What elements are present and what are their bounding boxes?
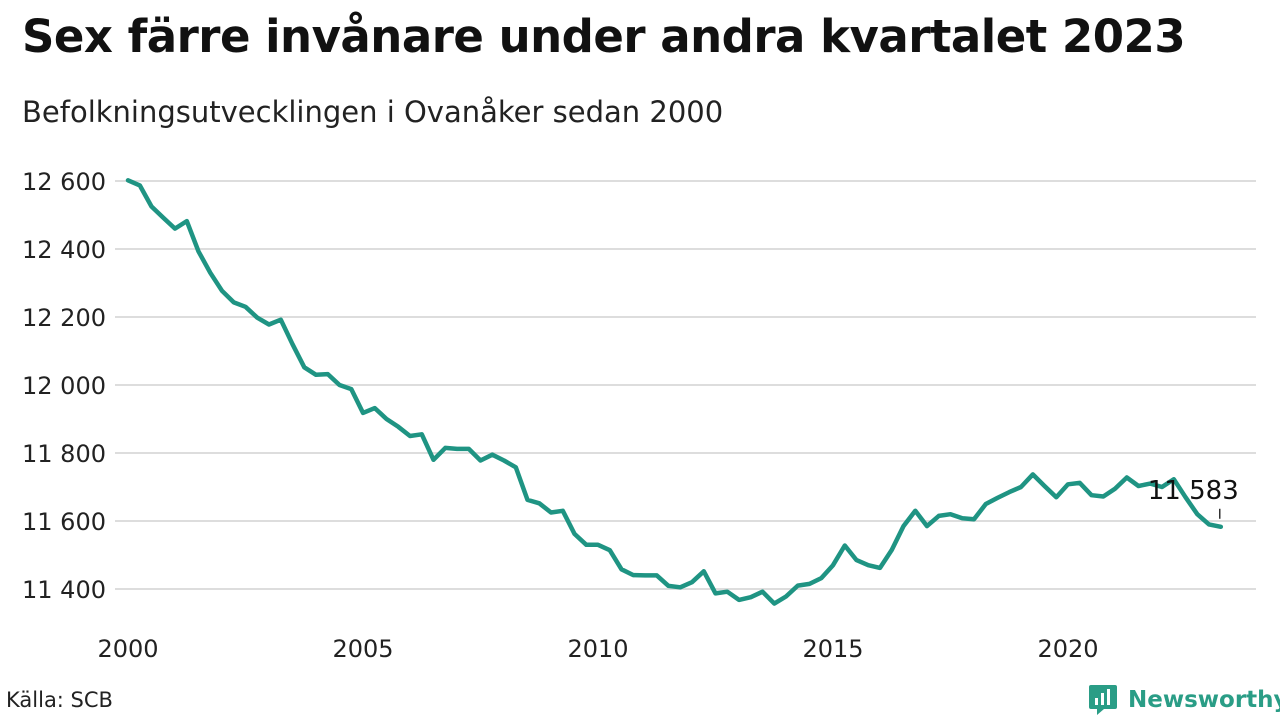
x-tick-label: 2010 <box>567 635 628 663</box>
series-line <box>125 178 1224 606</box>
brand-logo: Newsworthy <box>1088 683 1280 717</box>
last-value-label: 11 583 <box>1148 476 1239 506</box>
y-tick-label: 12 000 <box>22 372 106 400</box>
y-tick-label: 11 600 <box>22 508 106 536</box>
x-tick-label: 2000 <box>97 635 158 663</box>
newsworthy-icon <box>1089 685 1117 715</box>
source-note: Källa: SCB <box>6 688 113 712</box>
x-tick-label: 2020 <box>1037 635 1098 663</box>
y-tick-label: 11 800 <box>22 440 106 468</box>
y-tick-label: 11 400 <box>22 576 106 604</box>
brand-name: Newsworthy <box>1128 687 1280 713</box>
chart-subtitle: Befolkningsutvecklingen i Ovanåker sedan… <box>22 95 724 129</box>
chart-title: Sex färre invånare under andra kvartalet… <box>22 10 1186 63</box>
x-tick-label: 2005 <box>332 635 393 663</box>
y-tick-label: 12 400 <box>22 236 106 264</box>
x-tick-label: 2015 <box>802 635 863 663</box>
y-tick-label: 12 200 <box>22 304 106 332</box>
y-tick-label: 12 600 <box>22 168 106 196</box>
